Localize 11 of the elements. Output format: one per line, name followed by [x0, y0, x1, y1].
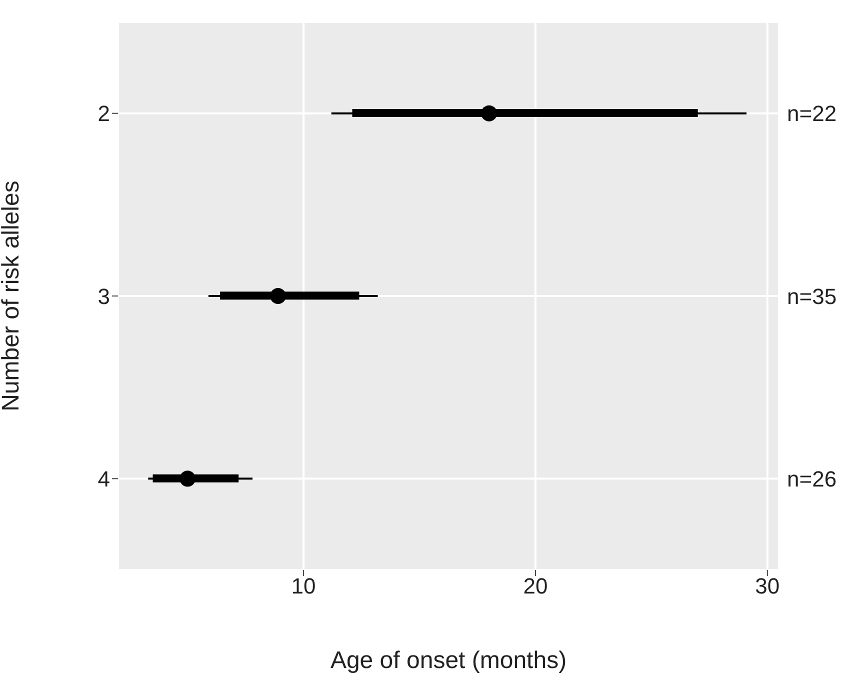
- x-tick-label: 30: [755, 574, 780, 599]
- y-tick-label: 3: [98, 284, 110, 309]
- y-axis-title: Number of risk alleles: [0, 180, 25, 412]
- x-tick-label: 10: [291, 574, 316, 599]
- text: n=22: [787, 101, 837, 126]
- text: n=26: [787, 466, 837, 492]
- y-tick-label: 2: [98, 101, 110, 126]
- text: n=35: [787, 284, 837, 309]
- x-axis-title: Age of onset (months): [330, 647, 567, 674]
- x-tick-label: 20: [523, 574, 548, 599]
- y-tick-label: 4: [98, 466, 110, 492]
